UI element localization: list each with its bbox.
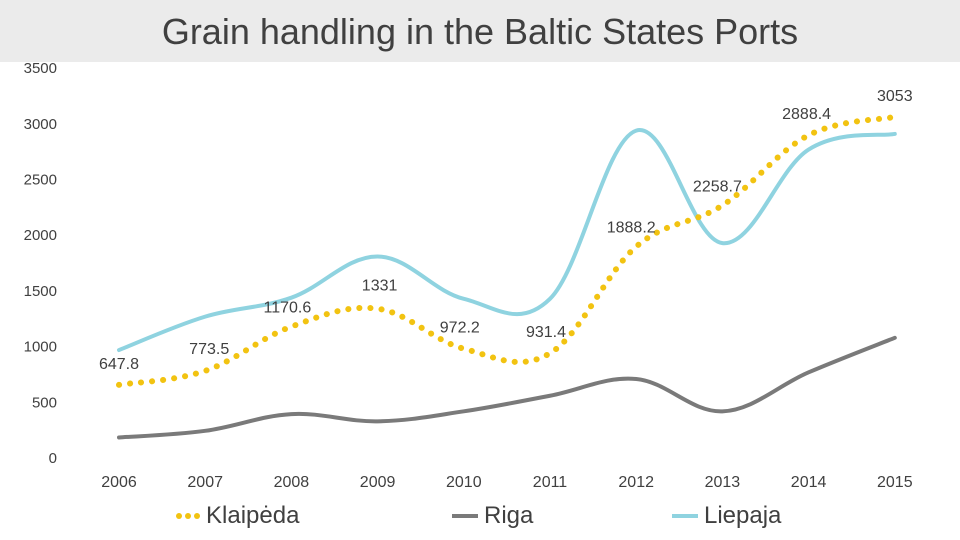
y-tick-label: 1000 xyxy=(24,339,57,356)
data-label: 931.4 xyxy=(526,324,566,341)
series-line-riga xyxy=(117,335,897,440)
legend-item-riga: Riga xyxy=(452,502,533,530)
y-tick-label: 1500 xyxy=(24,283,57,300)
legend-swatch-riga xyxy=(452,514,478,518)
title-band xyxy=(0,0,960,62)
legend-item-klaipeda: Klaipėda xyxy=(176,502,299,530)
data-label: 2258.7 xyxy=(693,178,742,195)
x-tick-label: 2013 xyxy=(705,474,741,491)
y-tick-label: 3500 xyxy=(24,60,57,77)
data-label: 1331 xyxy=(362,278,398,295)
legend-item-liepaja: Liepaja xyxy=(672,502,781,530)
series-line-liepaja xyxy=(117,128,897,353)
data-label: 2888.4 xyxy=(782,106,831,123)
x-tick-label: 2010 xyxy=(446,474,482,491)
data-label: 773.5 xyxy=(189,341,229,358)
legend-label-riga: Riga xyxy=(484,502,534,529)
data-label: 3053 xyxy=(877,88,913,105)
data-label: 647.8 xyxy=(99,356,139,373)
data-label: 1888.2 xyxy=(607,220,656,237)
y-tick-label: 500 xyxy=(32,394,57,411)
chart-title: Grain handling in the Baltic States Port… xyxy=(161,11,799,52)
legend-label-klaipeda: Klaipėda xyxy=(206,502,300,529)
x-tick-label: 2009 xyxy=(360,474,396,491)
legend: Klaipėda Riga Liepaja xyxy=(0,502,960,534)
x-tick-label: 2012 xyxy=(618,474,654,491)
data-label: 972.2 xyxy=(440,320,480,337)
x-tick-label: 2008 xyxy=(274,474,310,491)
data-label: 1170.6 xyxy=(264,300,312,317)
y-tick-label: 0 xyxy=(49,450,57,467)
series-line-klaip-da xyxy=(116,113,898,388)
y-tick-label: 3000 xyxy=(24,116,57,133)
y-tick-label: 2500 xyxy=(24,172,57,189)
y-tick-label: 2000 xyxy=(24,227,57,244)
legend-swatch-klaipeda xyxy=(176,513,200,519)
x-tick-label: 2006 xyxy=(101,474,137,491)
legend-swatch-liepaja xyxy=(672,514,698,518)
x-tick-label: 2015 xyxy=(877,474,913,491)
x-tick-label: 2007 xyxy=(187,474,223,491)
legend-label-liepaja: Liepaja xyxy=(704,502,782,529)
x-tick-label: 2011 xyxy=(533,474,568,491)
x-tick-label: 2014 xyxy=(791,474,827,491)
